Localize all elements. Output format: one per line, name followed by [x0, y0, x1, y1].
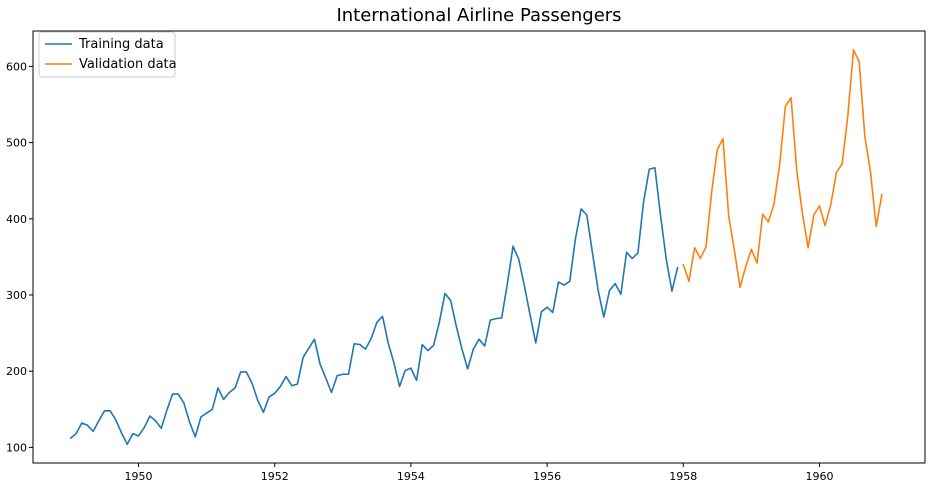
x-tick-label: 1954	[397, 470, 425, 483]
series-line-training-data	[69, 166, 679, 446]
x-tick-label: 1958	[669, 470, 697, 483]
x-tick-label: 1960	[805, 470, 833, 483]
y-tick-label: 400	[6, 213, 27, 226]
x-tick-label: 1950	[125, 470, 153, 483]
y-tick-label: 500	[6, 137, 27, 150]
y-tick-label: 100	[6, 441, 27, 454]
y-tick-label: 200	[6, 365, 27, 378]
y-tick-label: 300	[6, 289, 27, 302]
series-line-validation-data	[682, 48, 883, 289]
chart-title: International Airline Passengers	[336, 5, 621, 26]
legend: Training data Validation data	[38, 31, 177, 78]
x-tick-label: 1956	[533, 470, 561, 483]
y-tick-label: 600	[6, 60, 27, 73]
axes-layer: 1950 1952 1954 1956 1958 1960 100 200 300 400 500 6…	[6, 30, 926, 483]
plot-frame	[32, 30, 926, 464]
legend-label-training: Training data	[78, 37, 164, 52]
plot-area	[33, 31, 925, 463]
series-layer	[69, 48, 883, 446]
legend-label-validation: Validation data	[79, 57, 177, 72]
x-tick-label: 1952	[261, 470, 289, 483]
legend-box	[38, 31, 176, 78]
